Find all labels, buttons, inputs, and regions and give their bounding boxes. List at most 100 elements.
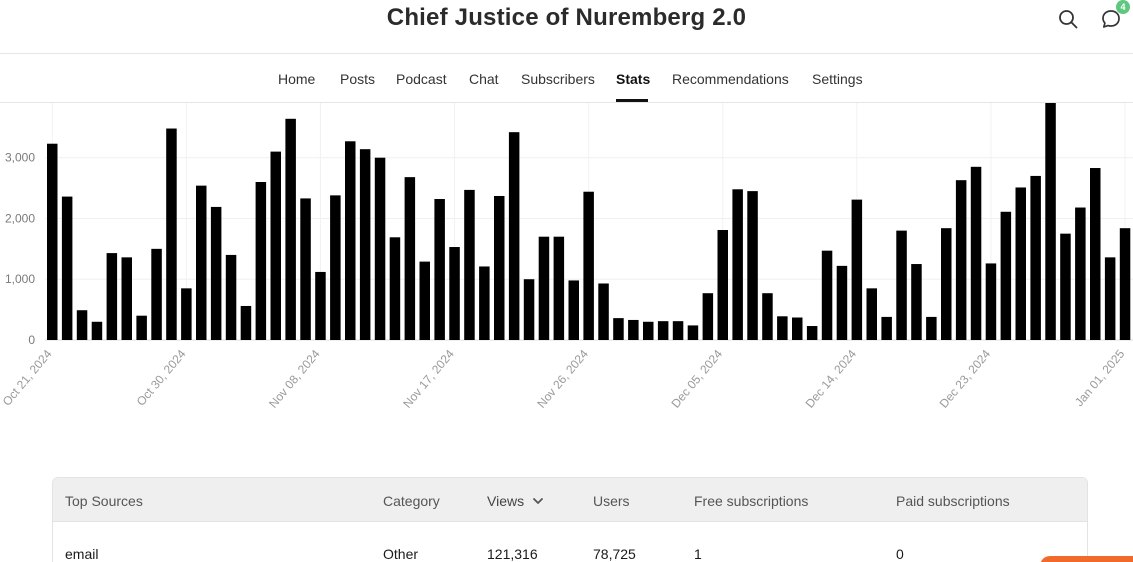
bar[interactable] xyxy=(106,253,118,340)
x-tick-label: Oct 30, 2024 xyxy=(134,347,189,409)
bar[interactable] xyxy=(702,293,714,340)
bar[interactable] xyxy=(881,316,892,340)
cell-free-subscriptions: 1 xyxy=(694,546,702,562)
bar[interactable] xyxy=(538,236,550,340)
bar[interactable] xyxy=(1045,103,1056,340)
header-views-sort[interactable]: Views xyxy=(487,493,544,509)
bar[interactable] xyxy=(583,191,594,340)
bar[interactable] xyxy=(136,315,147,340)
bar[interactable] xyxy=(926,316,937,340)
bar[interactable] xyxy=(613,318,624,340)
header-paid-subscriptions: Paid subscriptions xyxy=(896,493,1010,509)
bar[interactable] xyxy=(330,195,341,340)
bar[interactable] xyxy=(1060,233,1071,340)
bar[interactable] xyxy=(285,118,296,340)
bar[interactable] xyxy=(449,247,460,340)
bar[interactable] xyxy=(359,149,371,340)
nav-recommendations[interactable]: Recommendations xyxy=(672,71,789,87)
bar[interactable] xyxy=(598,283,609,340)
bar[interactable] xyxy=(345,141,356,340)
bar[interactable] xyxy=(777,316,788,340)
nav-podcast[interactable]: Podcast xyxy=(396,71,447,87)
bar[interactable] xyxy=(836,265,848,340)
nav-subscribers[interactable]: Subscribers xyxy=(521,71,595,87)
y-tick-label: 1,000 xyxy=(5,272,35,286)
nav-home[interactable]: Home xyxy=(278,71,316,87)
cell-source: email xyxy=(65,546,99,562)
bar[interactable] xyxy=(911,264,922,340)
bar[interactable] xyxy=(747,191,758,340)
bar[interactable] xyxy=(866,288,878,340)
bar[interactable] xyxy=(404,177,416,340)
bar[interactable] xyxy=(1119,228,1131,340)
bar[interactable] xyxy=(672,321,684,340)
bar[interactable] xyxy=(300,198,311,340)
bar[interactable] xyxy=(494,195,505,340)
bar[interactable] xyxy=(270,151,282,340)
bar[interactable] xyxy=(1015,187,1027,340)
bar[interactable] xyxy=(896,230,907,340)
floating-action-button[interactable] xyxy=(1040,556,1133,562)
bar[interactable] xyxy=(479,266,490,340)
x-tick-label: Oct 21, 2024 xyxy=(0,347,55,409)
nav-posts[interactable]: Posts xyxy=(340,71,376,87)
bar[interactable] xyxy=(91,321,103,340)
bar[interactable] xyxy=(464,189,475,340)
bar[interactable] xyxy=(76,310,88,340)
bar[interactable] xyxy=(985,263,997,340)
bar[interactable] xyxy=(732,189,743,340)
bar[interactable] xyxy=(1000,211,1012,340)
bar[interactable] xyxy=(1090,168,1101,340)
bar[interactable] xyxy=(970,166,982,340)
bar[interactable] xyxy=(792,317,803,340)
bar[interactable] xyxy=(657,321,669,340)
views-chart: 0 1,000 2,000 3,000 Oct 21, 2024 Oct 30, 2024… xyxy=(0,103,1133,433)
bar[interactable] xyxy=(553,236,565,340)
chevron-down-icon xyxy=(533,498,543,504)
nav-stats[interactable]: Stats xyxy=(616,71,651,87)
x-tick-label: Jan 01, 2025 xyxy=(1072,347,1128,409)
bar[interactable] xyxy=(821,250,833,340)
nav-chat[interactable]: Chat xyxy=(469,71,499,87)
header-views-label: Views xyxy=(487,493,525,509)
bar[interactable] xyxy=(762,293,773,340)
bar[interactable] xyxy=(47,143,58,340)
bar[interactable] xyxy=(523,279,535,340)
chat-bubble-icon xyxy=(1102,10,1120,28)
bar[interactable] xyxy=(434,199,445,340)
bar[interactable] xyxy=(1030,175,1041,340)
bar[interactable] xyxy=(568,280,580,340)
bar[interactable] xyxy=(851,199,863,340)
bar[interactable] xyxy=(374,157,386,340)
bar[interactable] xyxy=(181,288,192,340)
bar[interactable] xyxy=(628,319,639,340)
bar[interactable] xyxy=(687,325,699,340)
publication-title[interactable]: Chief Justice of Nuremberg 2.0 xyxy=(386,4,747,31)
top-bar: Chief Justice of Nuremberg 2.0 4 xyxy=(0,0,1133,54)
bar[interactable] xyxy=(151,248,162,340)
bar[interactable] xyxy=(1075,207,1086,340)
bar[interactable] xyxy=(955,180,967,340)
bar[interactable] xyxy=(643,321,654,340)
bar[interactable] xyxy=(121,257,133,340)
bar[interactable] xyxy=(806,326,818,340)
bar[interactable] xyxy=(61,196,73,340)
bar[interactable] xyxy=(240,305,252,340)
bar[interactable] xyxy=(389,237,401,340)
bar[interactable] xyxy=(508,132,520,340)
search-button[interactable] xyxy=(1055,6,1081,32)
bar[interactable] xyxy=(717,230,729,340)
bar[interactable] xyxy=(941,228,952,340)
bar[interactable] xyxy=(255,182,267,340)
bar[interactable] xyxy=(166,128,177,340)
bar[interactable] xyxy=(210,206,222,340)
bar[interactable] xyxy=(196,185,207,340)
chat-button[interactable] xyxy=(1098,6,1124,32)
bar[interactable] xyxy=(1104,257,1116,340)
bar[interactable] xyxy=(419,261,431,340)
nav-settings[interactable]: Settings xyxy=(812,71,863,87)
active-tab-underline xyxy=(616,99,648,102)
bar[interactable] xyxy=(225,254,237,340)
x-tick-label: Dec 05, 2024 xyxy=(668,347,725,411)
bar[interactable] xyxy=(315,271,326,340)
